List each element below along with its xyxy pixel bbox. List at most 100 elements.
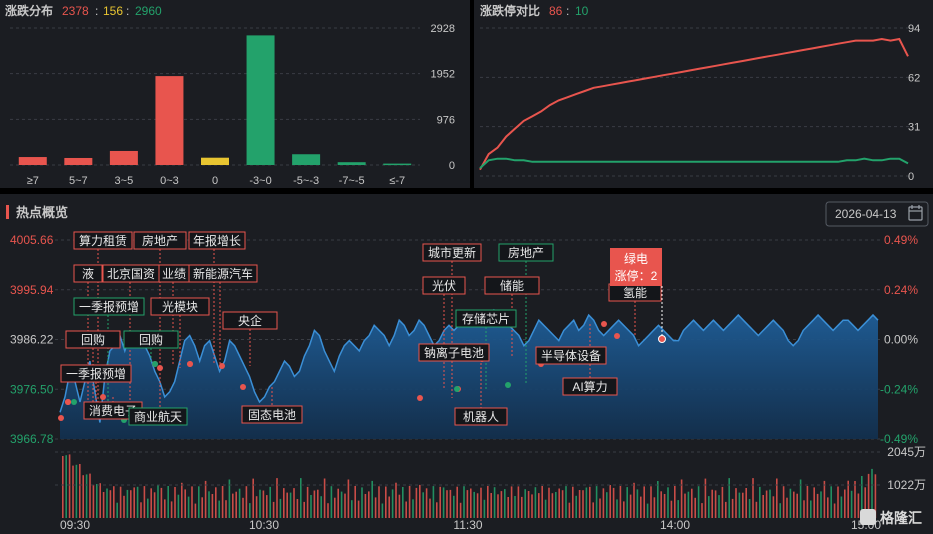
distribution-y-ticks: 2928 1952 976 0	[431, 23, 455, 172]
volume-bar	[204, 480, 207, 518]
volume-bar	[99, 483, 101, 518]
volume-bar	[483, 499, 486, 518]
volume-bar	[857, 493, 860, 518]
volume-bar	[238, 488, 241, 518]
volume-bar	[79, 464, 81, 518]
distribution-up-count: 2378	[62, 4, 89, 18]
volume-bar	[334, 497, 336, 518]
volume-bar	[711, 489, 713, 518]
volume-bar	[799, 479, 802, 518]
volume-bar	[378, 486, 380, 518]
volume-bar	[262, 490, 265, 518]
volume-bar	[514, 496, 516, 518]
hot-tag-marker	[219, 363, 225, 369]
volume-bar	[150, 488, 152, 518]
volume-bar	[201, 497, 203, 518]
volume-bar	[752, 478, 754, 518]
volume-bar	[487, 486, 489, 518]
volume-bar	[160, 487, 163, 518]
volume-bar	[459, 502, 462, 518]
hot-tag-box	[454, 407, 508, 426]
volume-bar	[854, 481, 856, 518]
volume-bar	[538, 493, 540, 518]
volume-bar	[272, 501, 275, 518]
hot-tag-box	[498, 243, 554, 262]
volume-bar	[374, 497, 377, 518]
hot-tooltip: 绿电 涨停：2	[610, 248, 666, 343]
volume-bar	[225, 500, 227, 518]
ratio-limit-up: 86	[549, 4, 563, 18]
volume-bar	[748, 499, 751, 518]
volume-bar	[612, 487, 615, 518]
volume-bar	[89, 473, 91, 518]
hot-tag-box	[222, 311, 278, 330]
ratio-y-ticks: 94 62 31 0	[908, 23, 920, 183]
volume-bar	[493, 487, 496, 518]
volume-bar	[476, 493, 479, 518]
hot-tag-label: 一季报预增	[66, 366, 126, 381]
volume-bar	[840, 496, 843, 518]
date-picker-box[interactable]	[825, 201, 929, 227]
time-tick: 14:00	[660, 518, 690, 532]
volume-bar	[102, 492, 105, 518]
distribution-bar	[383, 163, 412, 166]
volume-bar	[660, 491, 662, 518]
volume-bar	[636, 489, 639, 518]
hot-tag-label: AI算力	[572, 379, 607, 394]
tooltip-label: 绿电	[624, 251, 648, 266]
hot-tag-label: 央企	[238, 313, 262, 328]
volume-bar	[113, 486, 115, 518]
volume-bar	[507, 497, 509, 518]
volume-bar	[330, 486, 333, 518]
volume-bar	[592, 502, 594, 518]
hot-tag-label: 北京国资	[107, 267, 155, 281]
hot-tag-marker	[71, 399, 77, 405]
distribution-bar	[18, 157, 47, 165]
hot-volume-bars	[55, 451, 880, 518]
volume-bar	[531, 494, 533, 518]
volume-bar	[701, 503, 703, 518]
date-picker-value[interactable]: 2026-04-13	[835, 207, 897, 221]
volume-bar	[616, 499, 618, 518]
hot-tag-box	[188, 231, 246, 250]
watermark: 格隆汇	[860, 509, 922, 526]
ratio-y-tick: 31	[908, 122, 920, 134]
hot-tag-label: 固态电池	[248, 408, 296, 422]
volume-bar	[313, 490, 316, 518]
volume-bar	[568, 502, 571, 518]
hot-tag-box	[188, 264, 258, 283]
distribution-x-tick: ≤-7	[389, 175, 405, 187]
volume-bar	[864, 487, 866, 518]
volume-bar	[449, 489, 452, 518]
date-picker[interactable]: 2026-04-13	[825, 201, 929, 227]
distribution-panel	[0, 0, 470, 188]
hot-price-ticks: 4005.66 3995.94 3986.22 3976.50 3966.78	[10, 233, 54, 446]
volume-bar	[793, 491, 795, 518]
volume-bar	[589, 486, 591, 518]
calendar-icon[interactable]	[908, 205, 923, 221]
hot-tag-marker	[58, 415, 64, 421]
volume-bar	[432, 486, 435, 518]
hot-tag-box	[418, 343, 490, 362]
distribution-x-tick: -5~-3	[293, 175, 319, 187]
hot-tag-box	[455, 309, 517, 328]
volume-bar	[874, 474, 877, 518]
hot-tag-label: 半导体设备	[541, 349, 601, 363]
volume-bar	[772, 496, 775, 518]
hot-pct-tick: 0.24%	[884, 283, 918, 297]
volume-bar	[480, 487, 482, 518]
distribution-x-tick: 0~3	[160, 175, 179, 187]
volume-bar	[419, 484, 421, 518]
volume-bar	[796, 493, 798, 518]
volume-bar	[810, 500, 812, 518]
volume-bar	[65, 455, 67, 518]
volume-bar	[252, 478, 254, 518]
distribution-bar	[201, 157, 229, 165]
tooltip-sub: 涨停：2	[615, 268, 658, 283]
distribution-x-tick: ≥7	[27, 175, 39, 187]
volume-bar	[769, 489, 771, 518]
hot-tag-marker	[157, 365, 163, 371]
volume-bar	[833, 503, 836, 518]
volume-bar	[215, 487, 217, 518]
